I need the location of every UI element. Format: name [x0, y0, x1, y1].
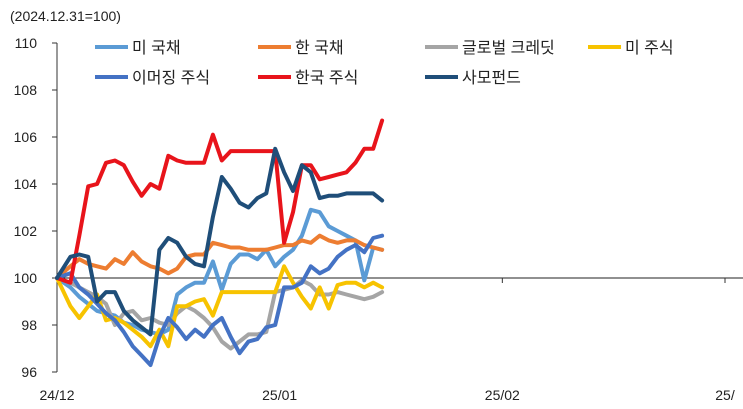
- legend-item: 글로벌 크레딧: [425, 39, 555, 57]
- legend-item: 이머징 주식: [95, 69, 210, 87]
- y-tick-label: 96: [21, 364, 37, 380]
- series-line-2: [55, 276, 385, 351]
- y-axis: 96 98 100 102 104 106 108 110: [14, 35, 58, 380]
- y-tick-label: 106: [14, 129, 38, 145]
- y-tick-label: 100: [14, 270, 38, 286]
- legend-label: 한국 주식: [295, 69, 358, 87]
- unit-label: (2024.12.31=100): [10, 8, 121, 24]
- series-line-0: [55, 207, 385, 337]
- series-line-6: [55, 146, 385, 337]
- legend-label: 미 주식: [625, 39, 674, 57]
- legend-label: 이머징 주식: [132, 69, 210, 87]
- x-tick-label: 25/02: [485, 387, 520, 403]
- legend-label: 글로벌 크레딧: [462, 39, 555, 57]
- y-tick-label: 98: [21, 317, 37, 333]
- y-tick-label: 110: [15, 35, 38, 51]
- series-lines: [55, 118, 385, 367]
- series-line-5: [55, 118, 385, 285]
- y-tick-label: 102: [14, 223, 38, 239]
- legend-item: 한 국채: [258, 39, 344, 57]
- legend-item: 한국 주식: [258, 69, 358, 87]
- x-tick-label: 25/01: [262, 387, 297, 403]
- series-line-4: [55, 233, 385, 367]
- legend-item: 사모펀드: [425, 69, 521, 87]
- legend-label: 한 국채: [295, 39, 344, 57]
- y-tick-label: 108: [14, 82, 38, 98]
- x-tick-label: 24/12: [39, 387, 74, 403]
- legend-label: 미 국채: [132, 39, 181, 57]
- series-line-1: [55, 233, 385, 280]
- y-tick-label: 104: [14, 176, 38, 192]
- x-axis: 24/12 25/01 25/02 25/: [39, 277, 743, 403]
- x-tick-label: 25/: [715, 387, 735, 403]
- legend-item: 미 국채: [95, 39, 181, 57]
- legend-item: 미 주식: [588, 39, 674, 57]
- legend-label: 사모펀드: [462, 69, 521, 87]
